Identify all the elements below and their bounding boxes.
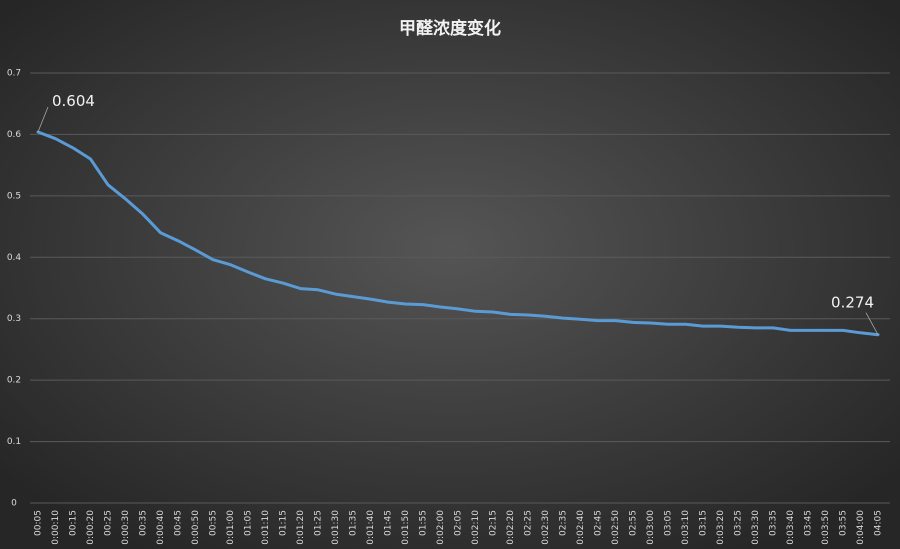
x-tick-label: 0:00:30 (121, 510, 131, 545)
x-tick-label: 03:25 (734, 510, 744, 536)
x-tick-label: 0:03:10 (681, 510, 691, 545)
data-label: 0.274 (831, 294, 874, 312)
x-tick-label: 03:35 (769, 510, 779, 536)
x-tick-label: 0:01:30 (331, 510, 341, 545)
x-tick-label: 0:02:10 (471, 510, 481, 545)
x-tick-label: 0:04:00 (856, 510, 866, 545)
y-tick-label: 0.4 (7, 253, 22, 263)
x-tick-label: 00:55 (209, 510, 219, 536)
x-tick-label: 0:02:00 (436, 510, 446, 545)
x-tick-label: 01:45 (384, 510, 394, 536)
chart-title: 甲醛浓度变化 (399, 18, 501, 39)
data-line (36, 130, 880, 337)
x-tick-label: 01:55 (419, 510, 429, 536)
x-tick-label: 0:02:40 (576, 510, 586, 545)
y-tick-label: 0.7 (7, 69, 21, 79)
x-tick-label: 0:00:50 (191, 510, 201, 545)
x-tick-label: 0:00:40 (156, 510, 166, 545)
x-tick-label: 0:02:30 (541, 510, 551, 545)
x-tick-label: 0:02:50 (611, 510, 621, 545)
x-tick-label: 00:15 (69, 510, 79, 536)
data-label: 0.604 (52, 92, 95, 110)
y-tick-label: 0.6 (7, 130, 22, 140)
x-tick-label: 03:45 (804, 510, 814, 536)
x-tick-label: 0:01:00 (226, 510, 236, 545)
x-tick-label: 00:35 (139, 510, 149, 536)
y-tick-label: 0.2 (7, 376, 21, 386)
x-tick-label: 02:45 (594, 510, 604, 536)
x-tick-label: 02:15 (489, 510, 499, 536)
y-tick-label: 0.3 (7, 314, 21, 324)
x-tick-label: 00:05 (34, 510, 44, 536)
y-tick-label: 0 (11, 499, 17, 509)
x-tick-label: 0:03:30 (751, 510, 761, 545)
x-tick-label: 01:05 (244, 510, 254, 536)
x-tick-label: 03:05 (664, 510, 674, 536)
x-tick-label: 0:00:20 (86, 510, 96, 545)
leader-line (37, 106, 49, 133)
y-tick-label: 0.5 (7, 191, 21, 201)
x-tick-label: 0:02:20 (506, 510, 516, 545)
x-tick-label: 02:55 (629, 510, 639, 536)
y-tick-label: 0.1 (7, 437, 21, 447)
x-tick-label: 02:35 (559, 510, 569, 536)
x-tick-label: 02:25 (524, 510, 534, 536)
x-tick-label: 0:01:50 (401, 510, 411, 545)
x-tick-label: 0:01:10 (261, 510, 271, 545)
x-tick-label: 02:05 (454, 510, 464, 536)
x-tick-label: 01:35 (349, 510, 359, 536)
x-tick-label: 01:15 (279, 510, 289, 536)
x-tick-label: 0:03:50 (821, 510, 831, 545)
leader-line (865, 312, 879, 335)
x-tick-label: 01:25 (314, 510, 324, 536)
x-tick-label: 0:00:10 (51, 510, 61, 545)
x-tick-label: 04:05 (874, 510, 884, 536)
x-tick-label: 03:55 (839, 510, 849, 536)
x-tick-label: 00:45 (174, 510, 184, 536)
x-tick-label: 00:25 (104, 510, 114, 536)
x-tick-label: 0:03:00 (646, 510, 656, 545)
x-tick-label: 0:03:40 (786, 510, 796, 545)
x-tick-label: 03:15 (699, 510, 709, 536)
x-tick-label: 0:01:20 (296, 510, 306, 545)
x-tick-label: 0:01:40 (366, 510, 376, 545)
x-tick-label: 0:03:20 (716, 510, 726, 545)
